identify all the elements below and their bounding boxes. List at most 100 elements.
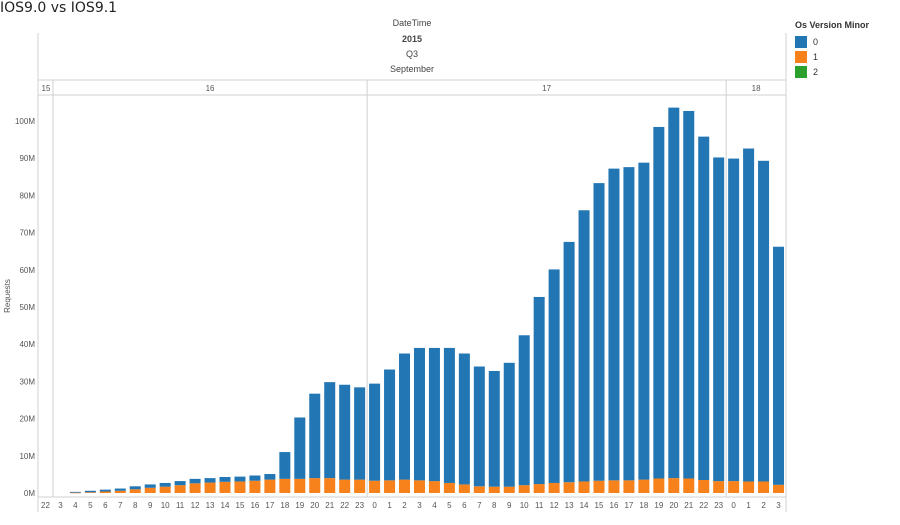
bar-ver1-43[interactable] <box>683 478 695 493</box>
bar-ver1-28[interactable] <box>458 484 470 493</box>
legend-item-2[interactable]: 2 <box>795 64 895 79</box>
bar-ver0-26[interactable] <box>428 347 440 482</box>
bar-ver1-7[interactable] <box>144 487 156 493</box>
bar-ver1-11[interactable] <box>204 482 216 493</box>
bar-ver0-32[interactable] <box>518 335 530 486</box>
bar-ver1-4[interactable] <box>99 491 111 493</box>
bar-ver1-33[interactable] <box>533 484 545 493</box>
bar-ver1-30[interactable] <box>488 486 500 493</box>
bar-ver1-40[interactable] <box>638 479 650 493</box>
bar-ver0-8[interactable] <box>159 482 171 487</box>
bar-ver1-41[interactable] <box>653 478 665 493</box>
bar-ver0-42[interactable] <box>668 107 680 479</box>
bar-ver0-6[interactable] <box>129 486 141 490</box>
bar-ver1-23[interactable] <box>384 480 396 493</box>
bar-ver0-41[interactable] <box>653 126 665 479</box>
bar-ver0-23[interactable] <box>384 369 396 481</box>
bar-ver1-24[interactable] <box>399 479 411 493</box>
bar-ver0-9[interactable] <box>174 481 186 486</box>
legend-item-0[interactable]: 0 <box>795 34 895 49</box>
bar-ver1-5[interactable] <box>114 490 126 493</box>
bar-ver0-39[interactable] <box>623 167 635 481</box>
bar-ver0-29[interactable] <box>473 366 485 487</box>
bar-ver1-46[interactable] <box>728 481 740 493</box>
bar-ver0-35[interactable] <box>563 241 575 483</box>
bar-ver0-37[interactable] <box>593 183 605 481</box>
bar-ver1-36[interactable] <box>578 481 590 493</box>
bar-ver0-38[interactable] <box>608 168 620 481</box>
bar-ver1-13[interactable] <box>234 481 246 493</box>
bar-ver0-13[interactable] <box>234 476 246 482</box>
bar-ver1-17[interactable] <box>294 478 306 493</box>
bar-ver1-38[interactable] <box>608 480 620 493</box>
bar-ver1-39[interactable] <box>623 480 635 493</box>
bar-ver1-45[interactable] <box>713 481 725 493</box>
bar-ver0-5[interactable] <box>114 488 126 491</box>
bar-ver1-47[interactable] <box>743 481 755 493</box>
bar-ver1-32[interactable] <box>518 485 530 493</box>
bar-ver0-16[interactable] <box>279 452 291 479</box>
bar-ver1-18[interactable] <box>309 478 321 493</box>
bar-ver0-44[interactable] <box>698 136 710 480</box>
bar-ver0-4[interactable] <box>99 489 111 492</box>
bar-ver0-14[interactable] <box>249 475 261 481</box>
bar-ver0-40[interactable] <box>638 162 650 480</box>
legend-item-1[interactable]: 1 <box>795 49 895 64</box>
bar-ver0-18[interactable] <box>309 393 321 479</box>
bar-ver1-26[interactable] <box>428 481 440 493</box>
bar-ver1-25[interactable] <box>413 480 425 493</box>
bar-ver1-15[interactable] <box>264 479 276 493</box>
bar-ver0-10[interactable] <box>189 478 201 484</box>
bar-ver1-3[interactable] <box>84 492 96 493</box>
bar-ver0-27[interactable] <box>443 347 455 483</box>
y-tick-label: 100M <box>15 117 35 126</box>
bar-ver1-48[interactable] <box>758 481 770 493</box>
bar-ver1-20[interactable] <box>339 479 351 493</box>
bar-ver0-34[interactable] <box>548 269 560 483</box>
bar-ver1-34[interactable] <box>548 482 560 493</box>
bar-ver0-45[interactable] <box>713 157 725 482</box>
bar-ver1-35[interactable] <box>563 482 575 493</box>
bar-ver0-11[interactable] <box>204 478 216 483</box>
bar-ver1-2[interactable] <box>69 492 81 494</box>
bar-ver1-16[interactable] <box>279 478 291 493</box>
bar-ver0-43[interactable] <box>683 110 695 479</box>
bar-ver0-36[interactable] <box>578 210 590 482</box>
bar-ver0-3[interactable] <box>84 490 96 493</box>
bar-ver0-22[interactable] <box>369 383 381 481</box>
bar-ver0-31[interactable] <box>503 362 515 487</box>
bar-ver0-17[interactable] <box>294 417 306 479</box>
bar-ver1-31[interactable] <box>503 486 515 493</box>
bar-ver1-8[interactable] <box>159 486 171 493</box>
bar-ver1-49[interactable] <box>773 484 785 493</box>
bar-ver0-25[interactable] <box>413 347 425 481</box>
bar-ver1-37[interactable] <box>593 480 605 493</box>
bar-ver1-14[interactable] <box>249 480 261 493</box>
bar-ver1-44[interactable] <box>698 479 710 493</box>
bar-ver1-22[interactable] <box>369 480 381 493</box>
bar-ver1-21[interactable] <box>354 479 366 493</box>
bar-ver0-7[interactable] <box>144 484 156 488</box>
bar-ver0-19[interactable] <box>324 382 336 479</box>
bar-ver1-27[interactable] <box>443 482 455 493</box>
bar-ver0-30[interactable] <box>488 370 500 487</box>
bar-ver0-46[interactable] <box>728 158 740 482</box>
bar-ver0-20[interactable] <box>339 384 351 480</box>
bar-ver0-28[interactable] <box>458 353 470 485</box>
bar-ver1-42[interactable] <box>668 478 680 493</box>
bar-ver0-33[interactable] <box>533 296 545 485</box>
bar-ver0-47[interactable] <box>743 148 755 482</box>
bar-ver1-6[interactable] <box>129 489 141 493</box>
bar-ver1-9[interactable] <box>174 485 186 493</box>
bar-ver0-48[interactable] <box>758 160 770 482</box>
bar-ver1-10[interactable] <box>189 483 201 493</box>
bar-ver0-15[interactable] <box>264 474 276 480</box>
bar-ver1-19[interactable] <box>324 478 336 493</box>
bar-ver1-12[interactable] <box>219 481 231 493</box>
bar-ver0-24[interactable] <box>399 353 411 480</box>
bar-ver0-21[interactable] <box>354 387 366 480</box>
bar-ver1-29[interactable] <box>473 486 485 493</box>
bar-ver0-2[interactable] <box>69 491 81 493</box>
bar-ver0-49[interactable] <box>773 246 785 485</box>
bar-ver0-12[interactable] <box>219 477 231 482</box>
